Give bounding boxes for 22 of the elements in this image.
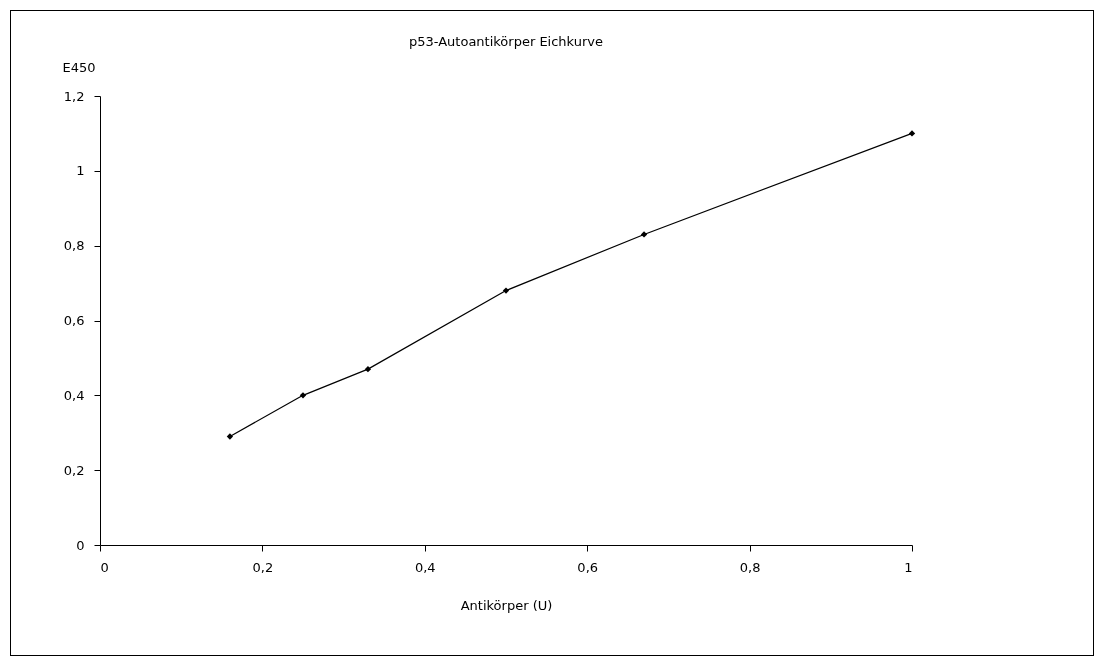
- point: [502, 287, 510, 294]
- chart-title: p53-Autoantikörper Eichkurve: [408, 34, 604, 49]
- x-tick-label: 0,6: [577, 559, 599, 575]
- y-axis-title: E450: [62, 59, 96, 75]
- y-tick-label: 0: [76, 537, 85, 553]
- point: [908, 130, 916, 137]
- x-tick-label: 0,8: [739, 559, 761, 575]
- y-tick-label: 0,8: [63, 238, 85, 254]
- y-tick-label: 1,2: [63, 88, 85, 104]
- y-tick-label: 1: [76, 163, 85, 179]
- point: [226, 433, 234, 440]
- y-tick-label: 0,6: [63, 313, 85, 328]
- x-tick-label: 0: [100, 559, 109, 575]
- y-tick-label: 0,4: [63, 387, 85, 403]
- point: [299, 392, 307, 399]
- point: [364, 365, 372, 373]
- x-tick-label: 1: [904, 559, 913, 575]
- x-tick-label: 0,2: [252, 559, 274, 575]
- point: [640, 231, 648, 238]
- x-tick-label: 0,4: [414, 559, 436, 575]
- x-axis-title: Antikörper (U): [460, 597, 553, 613]
- y-tick-label: 0,2: [63, 462, 85, 478]
